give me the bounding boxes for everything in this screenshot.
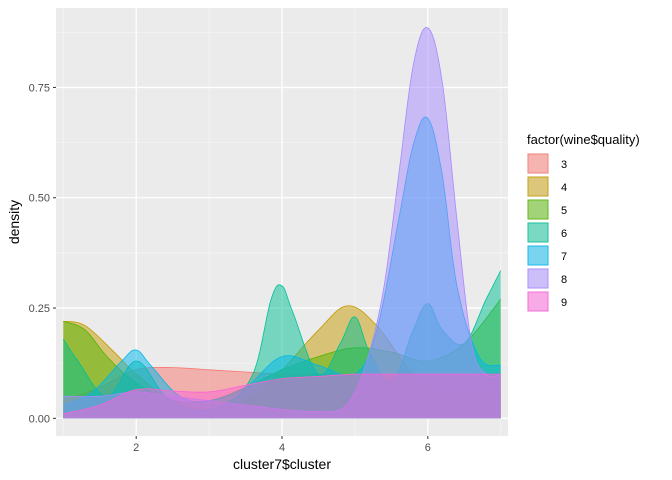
- y-tick-label: 0.50: [29, 193, 50, 205]
- legend-item-3: 3: [527, 153, 567, 174]
- y-axis: 0.00 0.25 0.50 0.75: [29, 82, 56, 425]
- legend-swatch-8: [527, 268, 549, 289]
- legend-title: factor(wine$quality): [527, 132, 640, 147]
- legend-item-7: 7: [527, 245, 567, 266]
- legend-label-4: 4: [561, 182, 567, 194]
- legend-item-4: 4: [527, 176, 567, 197]
- legend-swatch-9: [527, 291, 549, 312]
- legend-swatch-3: [527, 153, 549, 174]
- legend-item-6: 6: [527, 222, 567, 243]
- legend-label-3: 3: [561, 159, 567, 171]
- legend-label-8: 8: [561, 274, 567, 286]
- density-area-quality-8: [63, 27, 501, 419]
- legend-label-6: 6: [561, 228, 567, 240]
- density-area-quality-9: [63, 374, 501, 419]
- legend: factor(wine$quality) 3 4 5 6 7 8 9: [527, 132, 640, 312]
- x-tick-label: 4: [279, 442, 285, 454]
- x-tick-label: 6: [425, 442, 431, 454]
- density-outline-quality-9: [63, 373, 501, 415]
- legend-item-9: 9: [527, 291, 567, 312]
- legend-swatch-6: [527, 222, 549, 243]
- legend-item-8: 8: [527, 268, 567, 289]
- legend-swatch-5: [527, 199, 549, 220]
- x-axis: 2 4 6: [133, 436, 431, 454]
- x-tick-label: 2: [133, 442, 139, 454]
- x-axis-title: cluster7$cluster: [233, 456, 331, 472]
- legend-swatch-7: [527, 245, 549, 266]
- y-tick-label: 0.25: [29, 303, 50, 315]
- y-tick-label: 0.75: [29, 82, 50, 94]
- legend-label-7: 7: [561, 251, 567, 263]
- density-areas: [62, 27, 502, 419]
- legend-label-5: 5: [561, 205, 567, 217]
- legend-keys: 3 4 5 6 7 8 9: [527, 153, 567, 312]
- legend-label-9: 9: [561, 297, 567, 309]
- y-tick-label: 0.00: [29, 413, 50, 425]
- density-area-quality-6: [63, 270, 501, 419]
- legend-swatch-4: [527, 176, 549, 197]
- legend-item-5: 5: [527, 199, 567, 220]
- y-axis-title: density: [6, 200, 22, 244]
